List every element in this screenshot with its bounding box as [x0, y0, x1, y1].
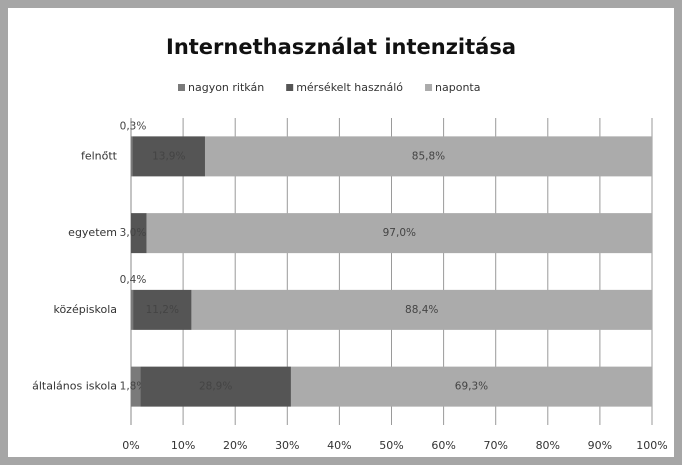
- chart-title: Internethasználat intenzitása: [166, 35, 516, 59]
- bar-segment: [132, 136, 205, 177]
- data-label: 0,3%: [120, 120, 147, 132]
- x-tick-label: 0%: [122, 439, 139, 452]
- data-label: 69,3%: [455, 381, 488, 393]
- bar-segment: [131, 213, 147, 254]
- x-tick-label: 10%: [171, 439, 195, 452]
- x-tick-label: 30%: [275, 439, 299, 452]
- bar-segment: [191, 289, 652, 330]
- bar-segment: [146, 213, 652, 254]
- y-tick-label: egyetem: [68, 226, 117, 239]
- data-label: 11,2%: [146, 304, 179, 316]
- bar-segment: [290, 366, 652, 407]
- data-label: 85,8%: [412, 150, 445, 162]
- legend-label: naponta: [435, 81, 480, 94]
- data-label: 88,4%: [405, 304, 438, 316]
- legend-swatch: [425, 84, 433, 91]
- x-tick-label: 90%: [588, 439, 612, 452]
- x-tick-label: 80%: [536, 439, 560, 452]
- bar-segment: [131, 366, 141, 407]
- x-tick-label: 70%: [483, 439, 507, 452]
- bar-segment: [133, 289, 192, 330]
- data-label: 0,4%: [120, 274, 147, 286]
- legend-label: nagyon ritkán: [188, 81, 264, 94]
- x-tick-label: 20%: [223, 439, 247, 452]
- x-tick-label: 50%: [379, 439, 403, 452]
- data-label: 97,0%: [383, 227, 416, 239]
- x-tick-label: 100%: [636, 439, 667, 452]
- y-tick-label: felnőtt: [81, 149, 118, 162]
- data-label: 28,9%: [199, 381, 232, 393]
- bar-segment: [131, 136, 133, 177]
- legend-label: mérsékelt használó: [296, 81, 403, 94]
- data-label: 13,9%: [152, 150, 185, 162]
- data-label: 3,0%: [120, 227, 147, 239]
- bar-segment: [204, 136, 652, 177]
- legend-swatch: [178, 84, 185, 91]
- y-tick-label: általános iskola: [32, 380, 117, 393]
- bar-segment: [131, 289, 134, 330]
- y-tick-label: középiskola: [53, 303, 117, 316]
- x-tick-label: 60%: [431, 439, 455, 452]
- x-tick-label: 40%: [327, 439, 351, 452]
- bar-segment: [140, 366, 291, 407]
- legend-swatch: [286, 84, 294, 91]
- data-label: 1,8%: [120, 381, 147, 393]
